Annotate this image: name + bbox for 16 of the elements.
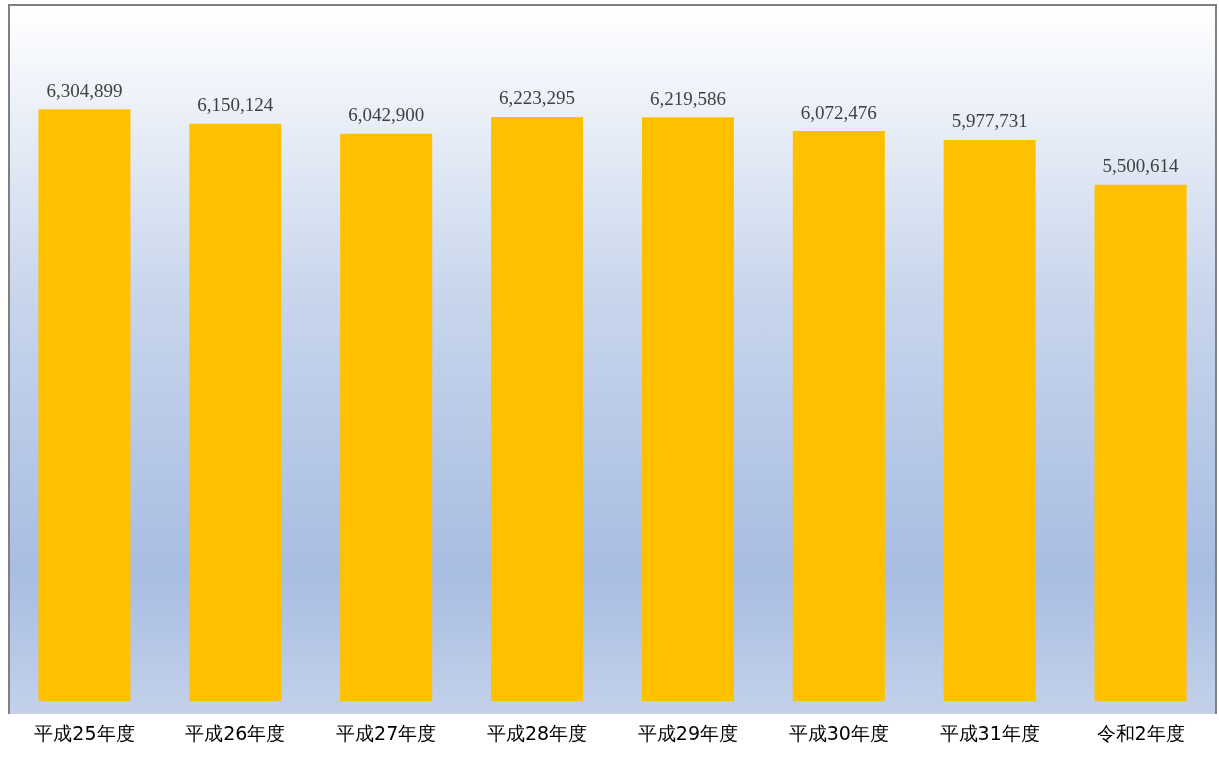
x-tick-label: 平成27年度 — [336, 721, 437, 744]
x-tick-label: 平成31年度 — [939, 721, 1040, 744]
data-label: 6,223,295 — [499, 87, 576, 109]
data-label: 5,500,614 — [1102, 155, 1180, 177]
data-label: 6,219,586 — [649, 87, 726, 109]
x-tick-label: 平成28年度 — [486, 721, 588, 744]
data-label: 5,977,731 — [951, 110, 1028, 132]
x-tick-label: 令和2年度 — [1096, 721, 1185, 744]
x-tick-label: 平成30年度 — [788, 721, 889, 744]
x-tick-label: 平成29年度 — [637, 721, 739, 744]
x-tick-label: 平成26年度 — [185, 721, 286, 744]
data-label: 6,150,124 — [197, 94, 274, 116]
data-label: 6,072,476 — [800, 101, 877, 123]
data-label: 6,304,899 — [46, 79, 123, 101]
x-tick-label: 平成25年度 — [34, 721, 135, 744]
data-label: 6,042,900 — [348, 104, 425, 126]
